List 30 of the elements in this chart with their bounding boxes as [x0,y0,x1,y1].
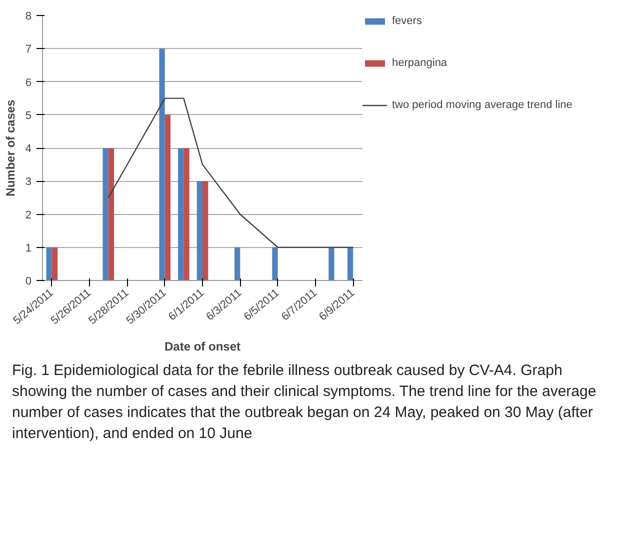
bar [108,148,114,280]
y-tick-label: 8 [25,10,32,22]
y-tick-label: 2 [25,209,32,222]
bar [164,114,170,280]
bar [178,148,184,280]
y-tick-label: 6 [25,76,32,89]
y-tick-label: 0 [25,276,32,288]
bar [234,247,240,280]
legend-label: herpangina [392,57,448,69]
y-tick-label: 5 [25,110,32,122]
y-tick-label: 7 [25,44,32,56]
y-tick-label: 3 [25,176,32,188]
bar [202,181,208,280]
caption: Fig. 1 Epidemiological data for the febrile illness outbreak caused by CV-A4. Graph showing the number of cases and their clinical symptoms. The trend line for the average number of cases indicates that the outbreak began on 24 May, peaked on 30 May (after intervention), and ended on 10 June [12,361,598,444]
legend-label: two period moving average trend line [392,99,572,111]
legend-label: fevers [392,15,423,27]
y-axis-title: Number of cases [3,99,18,196]
line-series [108,98,354,248]
bar [328,247,334,280]
y-tick-label: 4 [25,143,32,155]
bar [159,48,165,280]
bar [184,148,190,280]
bar [52,247,58,280]
bar [46,247,52,280]
bar [272,247,278,280]
bar [347,247,354,280]
y-tick-label: 1 [25,242,32,254]
bar [102,148,108,280]
x-axis-title: Date of onset [164,340,241,354]
bar [196,181,202,280]
